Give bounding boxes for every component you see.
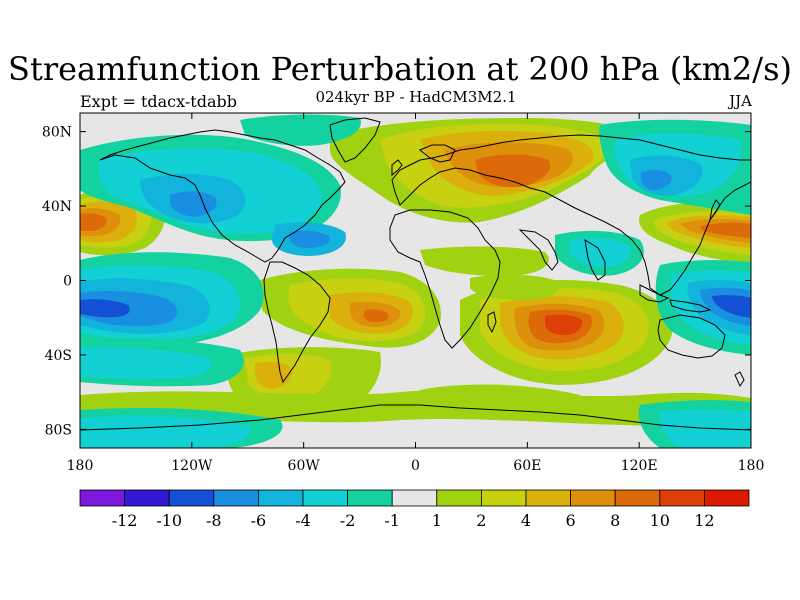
colorbar-label: 6 bbox=[566, 511, 576, 530]
colorbar-swatch bbox=[614, 489, 661, 507]
lat-tick-label: 80S bbox=[45, 422, 72, 438]
plot-title: Streamfunction Perturbation at 200 hPa (… bbox=[8, 50, 792, 88]
colorbar-label: 8 bbox=[610, 511, 620, 530]
lon-tick-label: 120E bbox=[621, 458, 658, 474]
map-axes: 80N 40N 0 40S 80S 180 120W 60W 0 60E 120E 180 bbox=[42, 113, 764, 474]
colorbar-swatch bbox=[213, 489, 259, 507]
colorbar-label: -1 bbox=[384, 511, 400, 530]
season-label: JJA bbox=[729, 92, 752, 110]
streamfunction-field bbox=[80, 113, 751, 448]
lon-tick-label: 120W bbox=[171, 458, 213, 474]
colorbar-swatch bbox=[124, 489, 170, 507]
colorbar-label: -6 bbox=[251, 511, 267, 530]
colorbar-swatch bbox=[525, 489, 571, 507]
colorbar-swatch bbox=[302, 489, 348, 507]
colorbar-swatch bbox=[257, 489, 304, 507]
lon-tick-label: 60W bbox=[288, 458, 321, 474]
lon-tick-label: 60E bbox=[513, 458, 541, 474]
colorbar-swatch bbox=[704, 489, 750, 507]
colorbar-swatch bbox=[391, 489, 438, 507]
colorbar-swatch bbox=[347, 489, 393, 507]
colorbar-label: -2 bbox=[340, 511, 356, 530]
lat-tick-label: 0 bbox=[63, 274, 72, 290]
colorbar-swatch bbox=[480, 489, 527, 507]
colorbar-swatch bbox=[659, 489, 705, 507]
colorbar-label: -10 bbox=[156, 511, 182, 530]
colorbar-label: 12 bbox=[694, 511, 714, 530]
colorbar-label: -4 bbox=[295, 511, 311, 530]
lat-tick-label: 80N bbox=[42, 125, 72, 141]
colorbar-label: 4 bbox=[521, 511, 531, 530]
colorbar-label: 2 bbox=[476, 511, 486, 530]
colorbar-swatch bbox=[168, 489, 215, 507]
colorbar-swatch bbox=[79, 489, 125, 507]
lon-tick-label: 180 bbox=[67, 458, 94, 474]
lat-tick-label: 40S bbox=[45, 348, 72, 364]
lat-tick-label: 40N bbox=[42, 199, 72, 215]
colorbar-label: 1 bbox=[432, 511, 442, 530]
colorbar: -12 -10 -8 -6 -4 -2 -1 1 2 4 6 8 10 12 bbox=[79, 489, 750, 530]
coastlines bbox=[80, 117, 751, 431]
experiment-label: Expt = tdacx-tdabb bbox=[80, 92, 237, 111]
lon-tick-label: 180 bbox=[738, 458, 765, 474]
colorbar-swatch bbox=[570, 489, 616, 507]
colorbar-label: -8 bbox=[206, 511, 222, 530]
colorbar-label: -12 bbox=[112, 511, 138, 530]
lon-tick-label: 0 bbox=[411, 458, 420, 474]
colorbar-label: 10 bbox=[650, 511, 670, 530]
colorbar-swatch bbox=[436, 489, 482, 507]
plot-subtitle: 024kyr BP - HadCM3M2.1 bbox=[315, 88, 517, 106]
